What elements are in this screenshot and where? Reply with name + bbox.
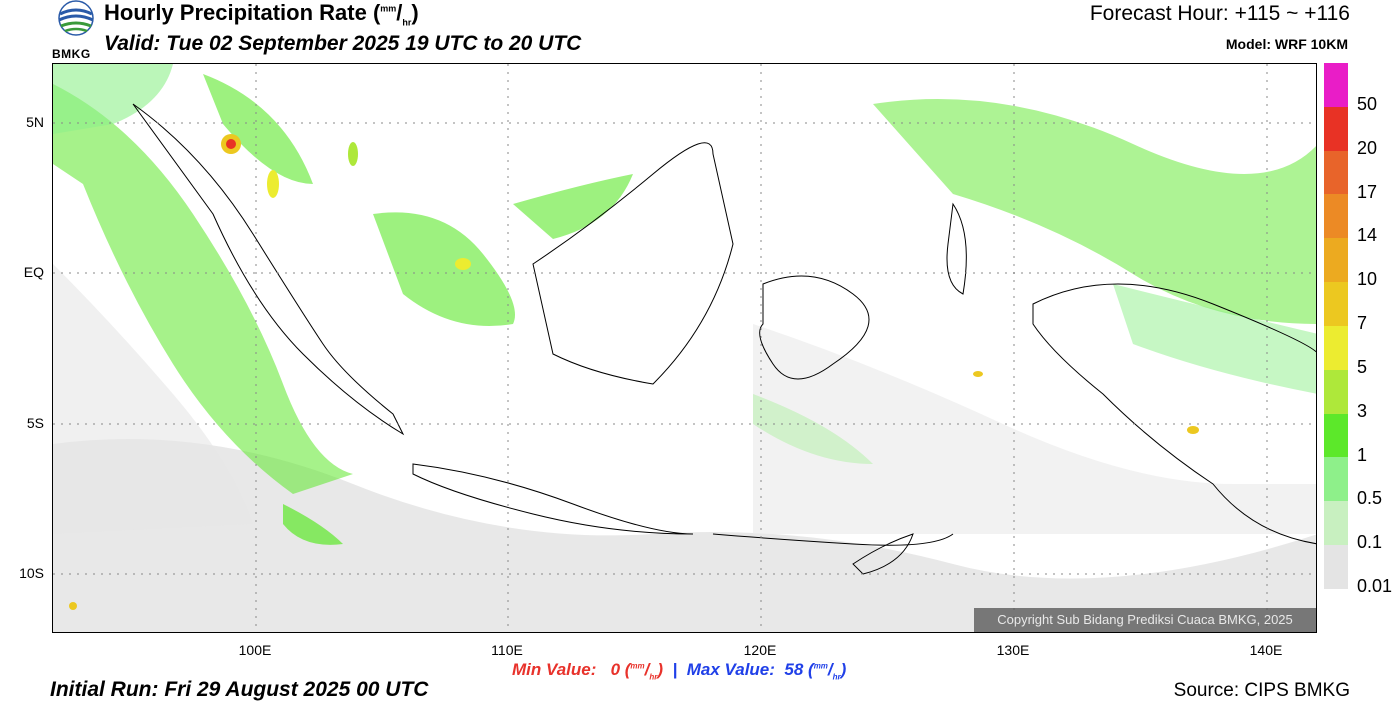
title-unit-sep: /: [396, 0, 403, 25]
lat-label-10s: 10S: [19, 565, 44, 581]
title-text: Hourly Precipitation Rate (: [104, 0, 381, 25]
initial-run: Initial Run: Fri 29 August 2025 00 UTC: [50, 678, 429, 701]
max-unit-den: hr: [832, 672, 841, 682]
title-unit-den: hr: [402, 17, 412, 28]
min-value-group: Min Value: 0 (mm/hr): [512, 660, 664, 682]
min-label: Min Value:: [512, 660, 597, 679]
colorbar: [1324, 63, 1348, 589]
title-unit-num: mm: [380, 3, 397, 14]
lon-label-100e: 100E: [238, 642, 272, 658]
stats-separator: |: [672, 660, 678, 679]
min-unit-den: hr: [649, 672, 658, 682]
colorbar-cell: [1324, 501, 1348, 546]
colorbar-label: 1: [1357, 444, 1368, 465]
colorbar-label: 50: [1357, 93, 1378, 114]
colorbar-cell: [1324, 194, 1348, 239]
lat-label-5s: 5S: [26, 415, 44, 431]
lat-label-eq: EQ: [23, 264, 44, 280]
max-value-group: Max Value: 58 (mm/hr): [686, 660, 847, 682]
model-name: Model: WRF 10KM: [1225, 36, 1348, 52]
min-max-stats: Min Value: 0 (mm/hr) | Max Value: 58 (mm…: [512, 660, 846, 681]
logo-text: BMKG: [52, 47, 91, 61]
lon-label-110e: 110E: [491, 642, 523, 658]
colorbar-label: 20: [1357, 137, 1378, 158]
lon-label-140e: 140E: [1249, 642, 1283, 658]
bmkg-logo: [58, 0, 94, 36]
colorbar-label: 0.01: [1357, 576, 1393, 596]
colorbar-cell: [1324, 106, 1348, 151]
lon-label-130e: 130E: [996, 642, 1030, 658]
title-close: ): [411, 0, 419, 25]
max-unit-num: mm: [813, 661, 828, 671]
min-value: 0: [610, 660, 621, 679]
colorbar-label: 0.5: [1357, 488, 1383, 509]
lon-label-120e: 120E: [743, 642, 777, 658]
colorbar-label: 17: [1357, 181, 1378, 202]
colorbar-cell: [1324, 457, 1348, 502]
colorbar-label: 0.1: [1357, 532, 1383, 553]
copyright-notice: Copyright Sub Bidang Prediksi Cuaca BMKG…: [974, 608, 1316, 632]
min-unit-num: mm: [630, 661, 645, 671]
colorbar-label: 10: [1357, 269, 1378, 290]
lat-label-5n: 5N: [26, 114, 44, 130]
precipitation-map: [52, 63, 1317, 633]
colorbar-cell: [1324, 238, 1348, 283]
colorbar-cell: [1324, 282, 1348, 326]
source-label: Source: CIPS BMKG: [1173, 680, 1350, 701]
valid-time: Valid: Tue 02 September 2025 19 UTC to 2…: [104, 32, 582, 55]
map-canvas: [53, 64, 1316, 632]
colorbar-cell: [1324, 325, 1348, 370]
colorbar-cell: [1324, 150, 1348, 195]
max-label: Max Value:: [686, 660, 775, 679]
colorbar-cell: [1324, 413, 1348, 458]
colorbar-cell: [1324, 63, 1348, 107]
max-value: 58: [784, 660, 804, 679]
colorbar-cell: [1324, 545, 1348, 589]
colorbar-cell: [1324, 369, 1348, 414]
colorbar-label: 3: [1357, 400, 1368, 421]
colorbar-label: 14: [1357, 225, 1378, 246]
forecast-hour: Forecast Hour: +115 ~ +116: [1089, 2, 1350, 25]
colorbar-label: 7: [1357, 313, 1368, 333]
colorbar-label: 5: [1357, 356, 1368, 377]
chart-title: Hourly Precipitation Rate (mm/hr): [104, 0, 419, 27]
